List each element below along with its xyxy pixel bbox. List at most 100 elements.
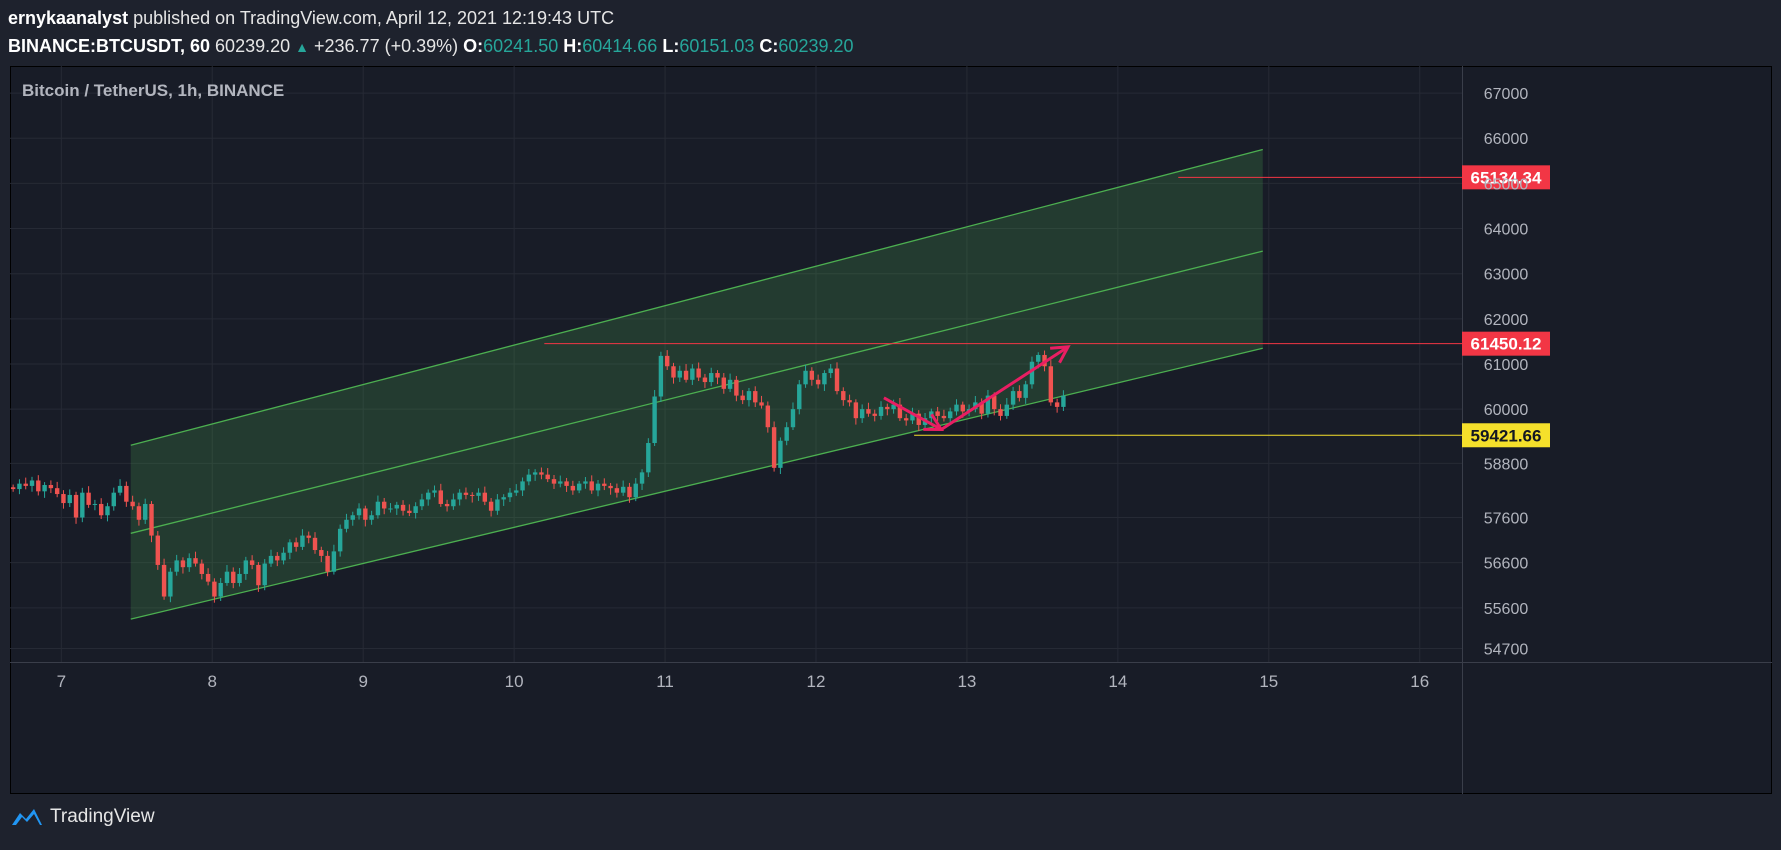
- low-label: L:: [662, 36, 680, 56]
- candle: [337, 524, 343, 557]
- candle: [344, 513, 349, 533]
- price-tick-label: 55600: [1484, 601, 1529, 618]
- candle: [432, 485, 437, 498]
- candle: [331, 544, 337, 575]
- tradingview-logo-icon[interactable]: [10, 807, 44, 827]
- level-label: 61450.12: [1471, 335, 1542, 354]
- candle-body: [1048, 366, 1054, 403]
- candle-body: [507, 492, 513, 498]
- candle: [256, 562, 261, 592]
- candle: [746, 387, 752, 407]
- author-name[interactable]: ernykaanalyst: [8, 8, 129, 28]
- candle-body: [690, 368, 695, 380]
- candle-body: [539, 472, 544, 475]
- candle-body: [36, 480, 41, 492]
- time-tick-label: 12: [807, 672, 826, 691]
- candle: [941, 409, 947, 422]
- candle: [721, 372, 727, 394]
- candle-body: [872, 413, 877, 416]
- level-label-bg: [1462, 165, 1550, 190]
- candle: [872, 409, 877, 422]
- candle: [614, 483, 620, 498]
- candle: [111, 487, 116, 511]
- price-tick-label: 62000: [1484, 312, 1529, 329]
- candle: [48, 480, 54, 494]
- candle-body: [897, 404, 903, 419]
- price-tick-label: 63000: [1484, 267, 1529, 284]
- candle-body: [822, 373, 827, 385]
- candle: [262, 559, 267, 591]
- candle: [903, 413, 909, 426]
- candle-body: [149, 503, 154, 536]
- candle-body: [1036, 354, 1041, 362]
- candle: [29, 476, 35, 492]
- price-chart[interactable]: 65134.34 61450.12 59421.66 67000 66000 65000 6…: [10, 66, 1772, 794]
- brand-name[interactable]: TradingView: [50, 806, 155, 827]
- candle: [168, 567, 173, 603]
- candle-body: [67, 494, 72, 504]
- candle-body: [381, 501, 387, 509]
- candle-body: [727, 379, 733, 389]
- candle: [916, 410, 921, 431]
- candle-body: [602, 483, 607, 486]
- candle-body: [891, 404, 896, 410]
- time-tick-label: 16: [1410, 672, 1429, 691]
- candle: [369, 510, 374, 525]
- candle-body: [620, 486, 626, 493]
- candle-body: [853, 402, 859, 419]
- candle: [834, 362, 840, 395]
- candle: [205, 568, 211, 586]
- candle: [778, 437, 783, 474]
- candle: [463, 487, 469, 500]
- candle-body: [803, 370, 808, 385]
- candle-body: [463, 492, 469, 495]
- candle: [444, 499, 450, 512]
- candle-body: [746, 391, 752, 401]
- candle: [413, 502, 418, 519]
- candle-body: [212, 581, 217, 597]
- candle: [54, 481, 60, 498]
- candle: [394, 501, 399, 515]
- candle-body: [765, 405, 771, 428]
- chart-legend: Bitcoin / TetherUS, 1h, BINANCE: [22, 81, 285, 100]
- price-tick-label: 56600: [1484, 556, 1529, 573]
- candle: [828, 364, 833, 378]
- candle-body: [1017, 391, 1022, 398]
- candle: [350, 511, 355, 526]
- candle: [155, 531, 160, 570]
- candle-body: [363, 508, 368, 520]
- candle-body: [80, 492, 85, 518]
- candle-body: [954, 404, 959, 412]
- candle: [306, 531, 311, 544]
- candle-body: [98, 503, 104, 516]
- candle: [451, 493, 456, 510]
- candle: [753, 386, 758, 408]
- price-tick-label: 67000: [1484, 86, 1529, 103]
- candle-body: [287, 542, 293, 553]
- candle-body: [841, 391, 846, 401]
- candle-body: [759, 402, 764, 406]
- candle-body: [111, 492, 116, 507]
- candle-body: [224, 571, 230, 583]
- candle: [193, 551, 198, 567]
- candle-body: [356, 508, 362, 516]
- candle: [199, 559, 205, 580]
- candle-body: [438, 490, 443, 504]
- candle: [677, 365, 682, 382]
- candle: [249, 555, 255, 570]
- candle-body: [1023, 384, 1028, 398]
- candle-body: [155, 535, 160, 565]
- candle-body: [161, 564, 167, 597]
- candle-body: [815, 379, 821, 385]
- level-label-bg: [1462, 423, 1550, 448]
- candle-body: [576, 483, 582, 491]
- candle: [627, 482, 632, 503]
- candle: [212, 578, 217, 603]
- candle-body: [243, 560, 249, 574]
- time-tick-label: 11: [656, 672, 674, 691]
- candle-body: [231, 571, 236, 583]
- candle: [92, 499, 98, 511]
- candle-body: [470, 494, 475, 496]
- candle: [381, 497, 387, 515]
- candle-body: [174, 560, 179, 572]
